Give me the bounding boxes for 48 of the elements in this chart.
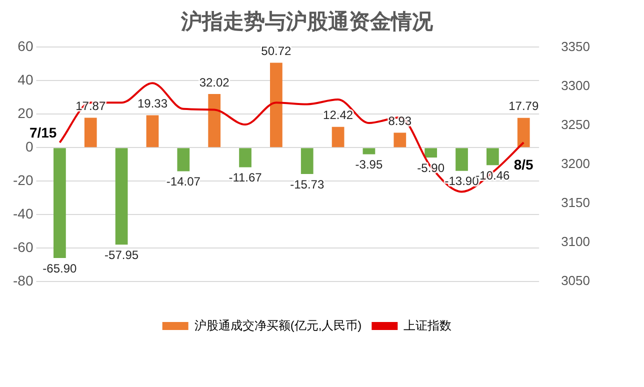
bar: [84, 118, 97, 148]
y2-tick-label: 3050: [561, 273, 590, 288]
y-tick-label: 40: [18, 72, 34, 88]
data-label: 12.42: [323, 108, 354, 122]
data-label: -14.07: [166, 174, 201, 189]
bar: [146, 115, 159, 148]
bar: [115, 148, 128, 245]
y2-tick-label: 3350: [561, 38, 590, 54]
data-label: -65.90: [42, 261, 78, 276]
bar: [394, 132, 406, 148]
y-tick-label: 60: [18, 38, 34, 54]
data-label: 32.02: [199, 75, 230, 90]
data-label: 50.72: [261, 44, 292, 58]
bar: [517, 118, 530, 148]
bar: [456, 148, 468, 171]
data-label: -15.73: [290, 177, 324, 192]
y-tick-label: -20: [13, 172, 34, 188]
y-tick-label: -80: [13, 272, 34, 288]
y-tick-label: 0: [25, 138, 34, 155]
data-label: -11.67: [228, 170, 262, 185]
bar: [332, 126, 344, 148]
bar: [239, 148, 252, 168]
legend-label: 沪股通成交净买额(亿元,人民币): [194, 318, 362, 332]
y2-tick-label: 3250: [561, 116, 590, 132]
y-tick-label: 20: [18, 105, 34, 122]
y-tick-label: -40: [13, 205, 34, 222]
data-label: -57.95: [104, 248, 139, 262]
bar: [270, 62, 282, 148]
y2-tick-label: 3100: [561, 234, 590, 250]
bar: [486, 148, 499, 166]
bar: [54, 148, 66, 258]
bar: [424, 148, 438, 158]
chart-title: 沪指走势与沪股通资金情况: [180, 9, 434, 34]
data-label: -3.95: [355, 158, 383, 172]
y2-tick-label: 3200: [561, 156, 590, 171]
y2-tick-label: 3150: [561, 195, 590, 210]
bar: [362, 148, 376, 154]
bar: [177, 148, 190, 172]
data-label: 19.33: [137, 96, 168, 111]
annotation: 7/15: [29, 124, 57, 140]
y-tick-label: -60: [13, 238, 34, 255]
data-label: -13.90: [444, 174, 480, 188]
legend-label: 上证指数: [404, 318, 452, 332]
bar: [208, 94, 221, 148]
y2-tick-label: 3300: [561, 78, 590, 93]
data-label: 17.79: [508, 99, 539, 114]
bar: [300, 148, 314, 174]
annotation: 8/5: [514, 156, 534, 172]
